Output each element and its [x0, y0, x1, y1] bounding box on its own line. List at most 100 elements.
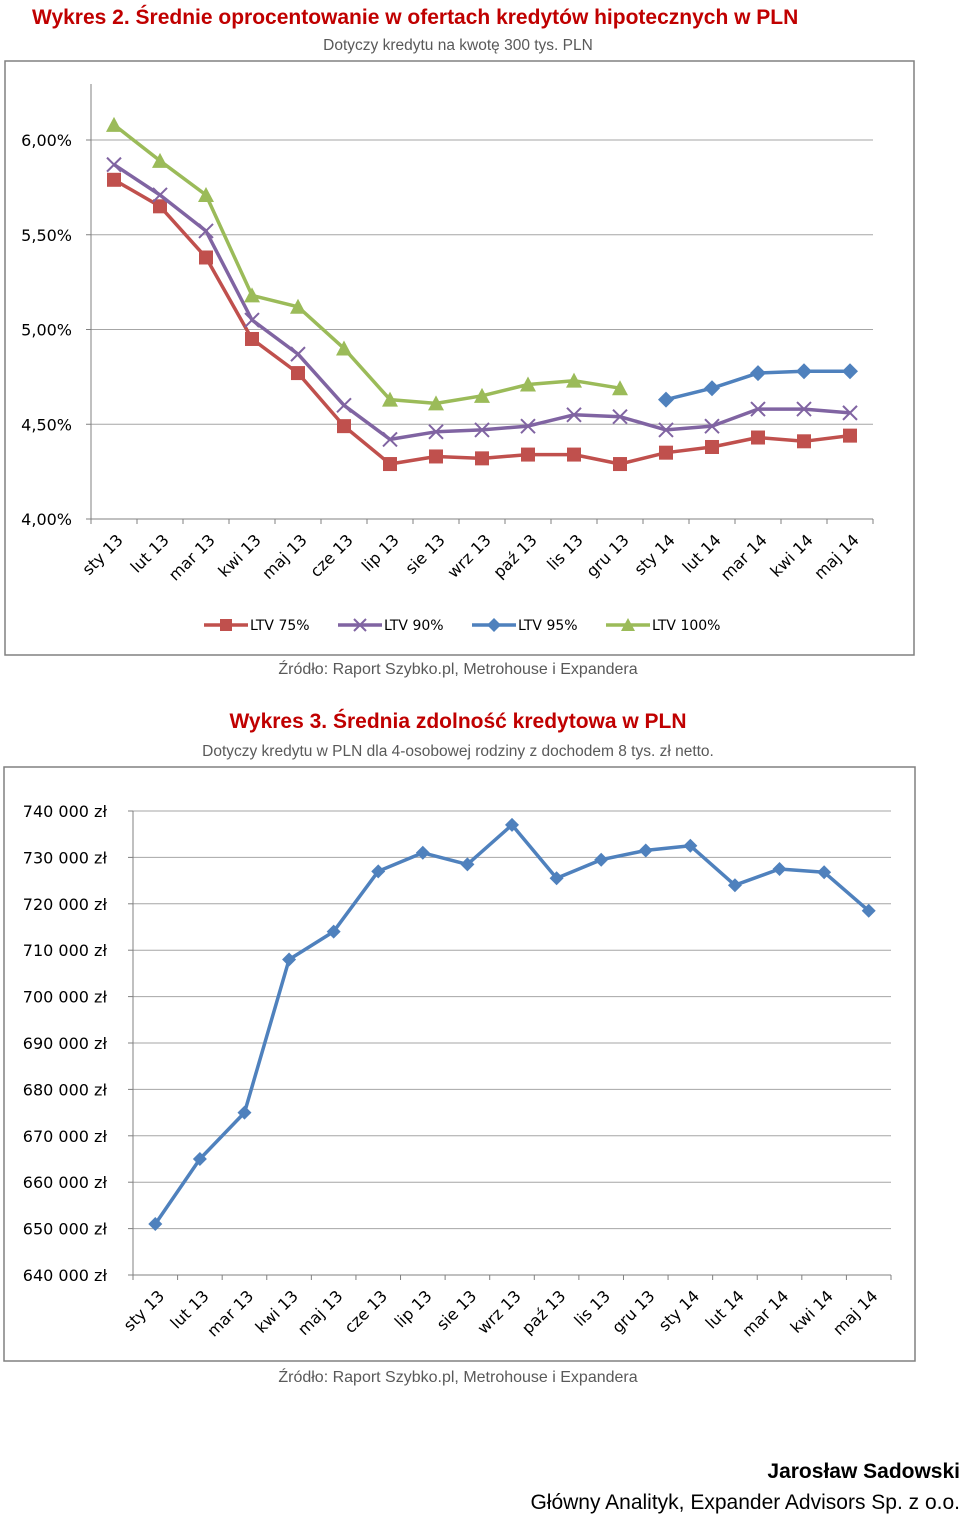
c1-legend-label: LTV 100%: [652, 618, 720, 634]
c2-ytick-label: 680 000 zł: [23, 1080, 108, 1099]
c1-legend-label: LTV 95%: [518, 618, 578, 634]
c1-ytick-label: 5,00%: [21, 321, 72, 340]
c1-series-ltv-90-: [106, 156, 858, 448]
c1-point-ltv-75-: [291, 366, 305, 381]
c2-ytick-label: 670 000 zł: [23, 1127, 108, 1146]
c2-point-series-0: [192, 1152, 207, 1166]
chart1-subtitle: Dotyczy kredytu na kwotę 300 tys. PLN: [323, 37, 593, 54]
c1-point-ltv-90-: [566, 407, 582, 423]
c2-point-series-0: [415, 845, 430, 860]
c1-point-ltv-75-: [199, 250, 213, 265]
c1-point-ltv-75-: [337, 419, 351, 434]
c2-point-series-0: [282, 952, 297, 967]
c1-ytick-label: 4,50%: [21, 415, 72, 434]
c1-point-ltv-75-: [245, 331, 259, 346]
c2-point-series-0: [460, 857, 475, 872]
c2-point-series-0: [638, 843, 653, 858]
c1-point-ltv-100-: [290, 298, 306, 314]
c1-point-ltv-90-: [520, 418, 536, 434]
c2-point-series-0: [683, 838, 698, 853]
author-name: Jarosław Sadowski: [767, 1460, 960, 1483]
c1-point-ltv-95-: [704, 380, 720, 397]
c1-point-ltv-90-: [290, 346, 306, 362]
c1-point-ltv-90-: [382, 431, 398, 448]
chart2-title: Wykres 3. Średnia zdolność kredytowa w P…: [229, 710, 687, 733]
c1-point-ltv-90-: [198, 223, 214, 239]
credit-capacity-chart: 640 000 zł 650 000 zł 660 000 zł 670 000 zł…: [3, 766, 916, 1362]
c1-legend-label: LTV 75%: [250, 618, 310, 634]
c2-point-series-0: [772, 862, 787, 876]
c1-legend-marker: [353, 618, 367, 632]
c2-point-series-0: [549, 871, 564, 886]
c1-point-ltv-100-: [428, 395, 444, 411]
c2-ytick-label: 730 000 zł: [23, 848, 108, 867]
c1-ytick-label: 5,50%: [21, 226, 72, 245]
c1-point-ltv-75-: [153, 199, 167, 214]
c2-ytick-label: 720 000 zł: [23, 895, 108, 914]
c2-ytick-label: 700 000 zł: [23, 988, 108, 1007]
c1-point-ltv-100-: [198, 186, 214, 202]
c1-point-ltv-95-: [658, 391, 674, 408]
c1-point-ltv-90-: [152, 187, 168, 203]
c1-point-ltv-90-: [612, 408, 628, 425]
c1-series-ltv-75-: [107, 172, 857, 472]
c1-point-ltv-90-: [244, 312, 260, 328]
c1-series-ltv-95-: [658, 363, 858, 408]
chart1-source: Źródło: Raport Szybko.pl, Metrohouse i E…: [278, 661, 638, 678]
c1-point-ltv-100-: [336, 340, 352, 356]
c2-series-series-0: [148, 817, 876, 1231]
c1-point-ltv-75-: [107, 172, 121, 187]
c2-frame: [3, 766, 916, 1362]
c1-point-ltv-75-: [429, 449, 443, 464]
c1-legend-label: LTV 90%: [384, 618, 444, 634]
c1-legend-marker: [621, 618, 635, 631]
c1-legend-marker: [220, 619, 232, 631]
chart2-source: Źródło: Raport Szybko.pl, Metrohouse i E…: [278, 1369, 638, 1386]
c1-point-ltv-95-: [796, 363, 812, 380]
c1-legend-entry: LTV 95%: [472, 618, 578, 634]
c1-point-ltv-90-: [750, 401, 766, 417]
c1-legend-entry: LTV 75%: [204, 618, 310, 634]
c1-point-ltv-100-: [612, 380, 628, 396]
author-role: Główny Analityk, Expander Advisors Sp. z…: [530, 1491, 960, 1514]
c1-point-ltv-100-: [520, 376, 536, 392]
c2-point-series-0: [727, 878, 742, 893]
c1-point-ltv-90-: [704, 418, 720, 434]
c2-point-series-0: [505, 817, 519, 832]
c1-point-ltv-75-: [613, 457, 627, 472]
c1-point-ltv-90-: [336, 397, 352, 414]
c2-point-series-0: [861, 903, 876, 918]
c1-point-ltv-75-: [567, 447, 581, 462]
c1-line-ltv-100-: [112, 123, 621, 406]
c1-ytick-label: 4,00%: [21, 510, 72, 529]
c2-point-series-0: [148, 1216, 163, 1231]
c1-point-ltv-75-: [751, 430, 765, 445]
c1-point-ltv-100-: [106, 116, 122, 132]
interest-rate-chart: 4,00%4,50%5,00%5,50%6,00%sty 13 lut 13mar…: [4, 60, 915, 656]
chart1-title: Wykres 2. Średnie oprocentowanie w ofert…: [32, 6, 799, 29]
c1-point-ltv-75-: [521, 447, 535, 462]
c1-point-ltv-75-: [659, 445, 673, 460]
c2-ytick-label: 660 000 zł: [23, 1173, 108, 1192]
c2-ytick-label: 740 000 zł: [23, 802, 108, 821]
c1-point-ltv-90-: [796, 401, 812, 417]
c1-legend-entry: LTV 100%: [606, 618, 720, 634]
c1-point-ltv-90-: [428, 424, 444, 440]
c1-point-ltv-95-: [842, 363, 858, 380]
c1-point-ltv-95-: [750, 365, 766, 382]
c1-point-ltv-100-: [382, 391, 398, 407]
c1-point-ltv-100-: [566, 372, 582, 388]
c1-point-ltv-75-: [383, 457, 397, 472]
c1-point-ltv-90-: [658, 422, 674, 438]
c1-point-ltv-100-: [474, 387, 490, 403]
c1-legend-marker: [487, 618, 501, 632]
c1-point-ltv-100-: [152, 152, 168, 168]
c2-point-series-0: [326, 924, 341, 939]
c1-ytick-label: 6,00%: [21, 131, 72, 150]
c2-point-series-0: [817, 865, 832, 880]
c1-legend-entry: LTV 90%: [338, 618, 444, 634]
c2-point-series-0: [237, 1105, 252, 1120]
c1-point-ltv-75-: [843, 428, 857, 443]
c1-point-ltv-90-: [106, 156, 122, 173]
c1-series-ltv-100-: [106, 116, 628, 411]
